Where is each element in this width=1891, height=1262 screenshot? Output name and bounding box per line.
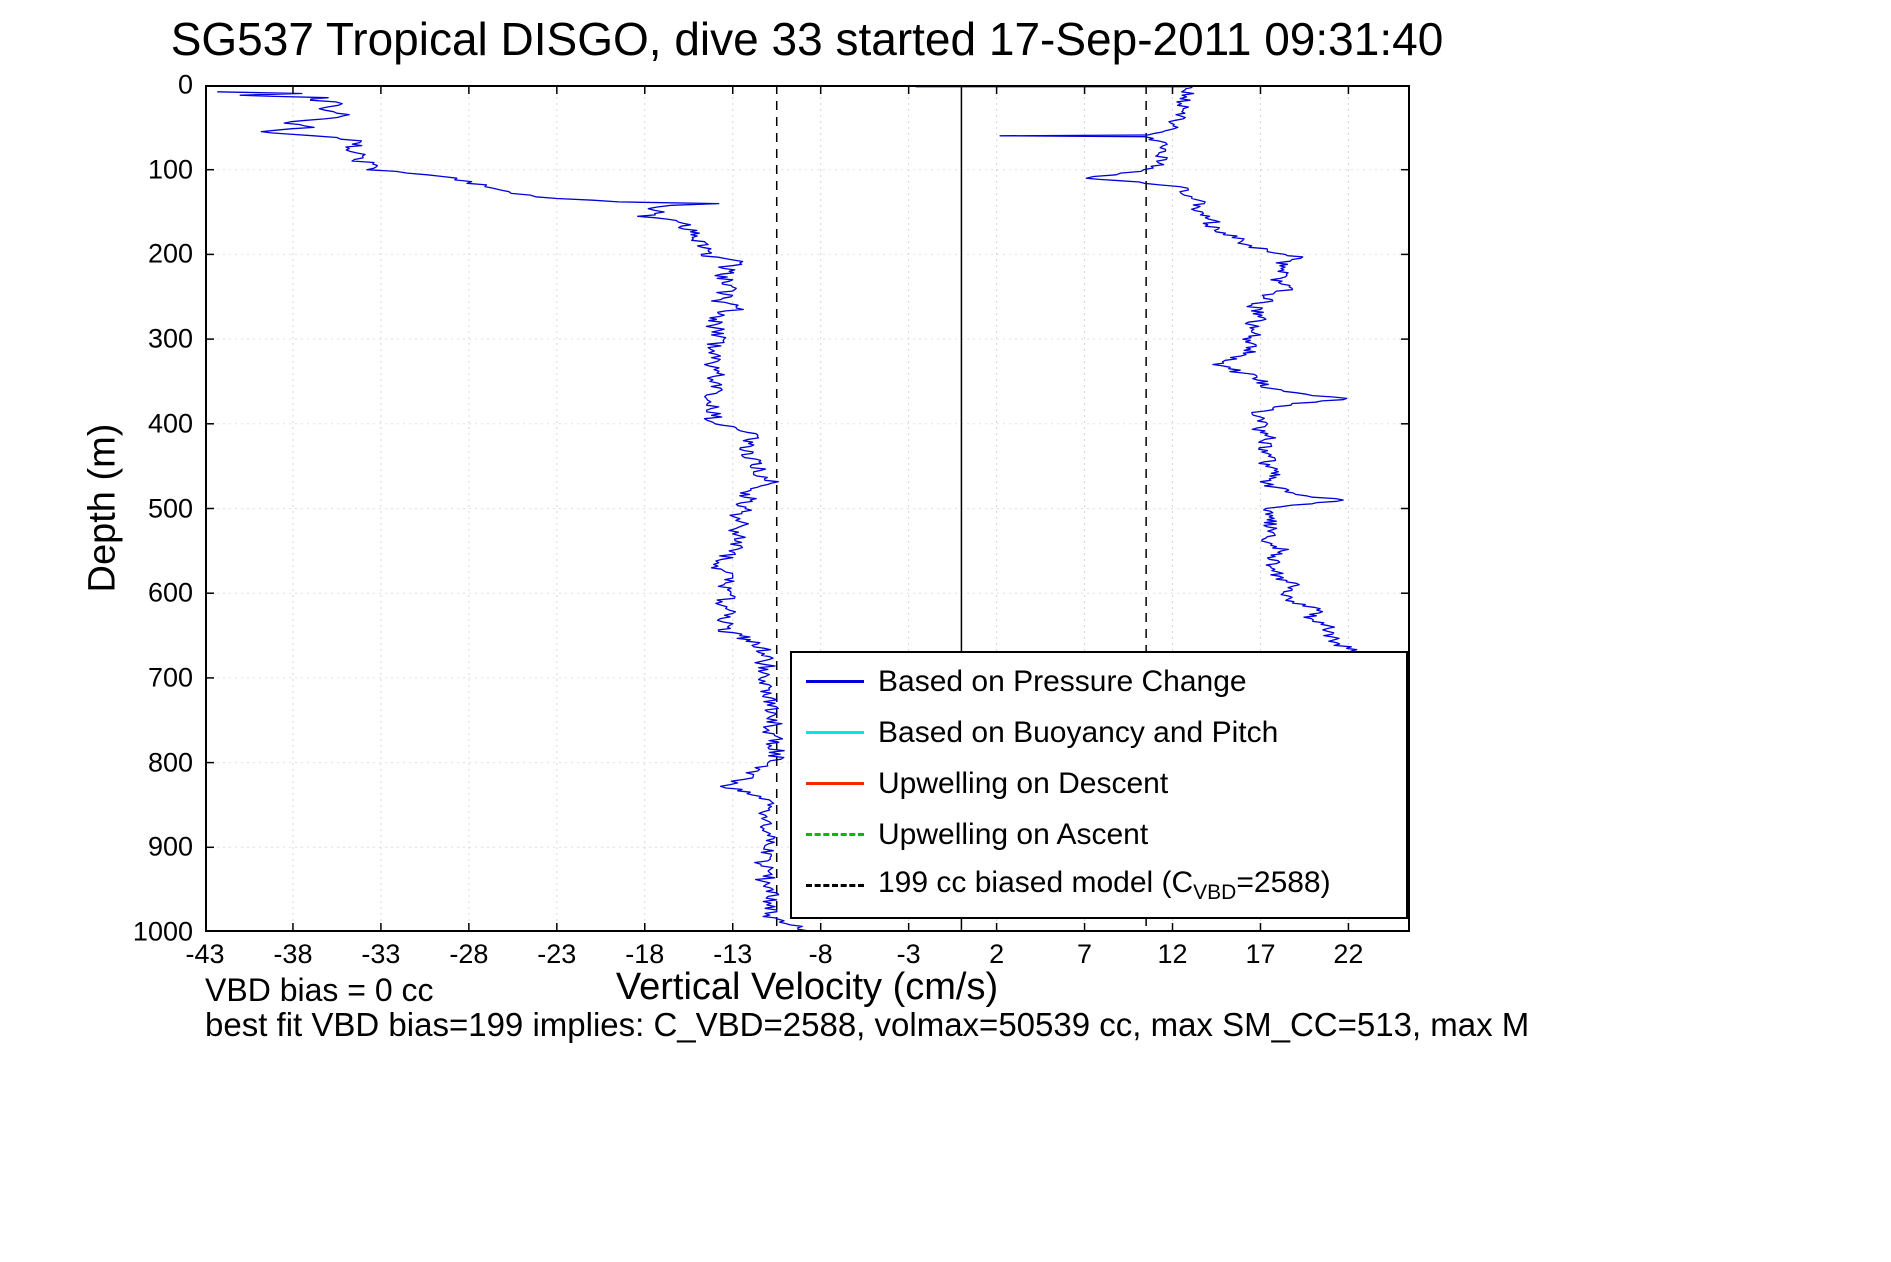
legend-line-sample bbox=[806, 782, 864, 785]
x-tick-label: -38 bbox=[273, 939, 313, 969]
legend-label: Upwelling on Descent bbox=[878, 766, 1169, 800]
y-tick-label: 0 bbox=[177, 69, 193, 100]
vbd-bias-note: VBD bias = 0 cc bbox=[205, 972, 434, 1008]
x-tick-label: 22 bbox=[1333, 939, 1364, 969]
legend-line-sample bbox=[806, 731, 864, 734]
x-axis-label: Vertical Velocity (cm/s) bbox=[615, 966, 999, 1008]
x-tick-label: -3 bbox=[896, 939, 921, 969]
y-tick-label: 300 bbox=[147, 323, 193, 354]
x-tick-label: -33 bbox=[361, 939, 401, 969]
y-tick-label: 400 bbox=[147, 408, 193, 439]
x-tick-label: -13 bbox=[713, 939, 753, 969]
legend-line-sample bbox=[806, 680, 864, 683]
legend-label-subscript: VBD bbox=[1193, 881, 1237, 904]
x-tick-label: 12 bbox=[1157, 939, 1188, 969]
y-tick-label: 500 bbox=[147, 493, 193, 523]
legend-line-sample bbox=[806, 884, 864, 887]
y-tick-label: 800 bbox=[147, 747, 193, 778]
x-tick-label: 7 bbox=[1077, 939, 1093, 969]
x-tick-label: -43 bbox=[185, 939, 225, 969]
legend-item: Based on Pressure Change bbox=[792, 656, 1406, 707]
legend-line-sample bbox=[806, 833, 864, 836]
x-tick-label: 2 bbox=[989, 939, 1005, 969]
best-fit-note: best fit VBD bias=199 implies: C_VBD=258… bbox=[205, 1006, 1530, 1043]
y-axis-label: Depth (m) bbox=[81, 423, 124, 593]
x-tick-label: 17 bbox=[1245, 939, 1276, 969]
y-tick-label: 700 bbox=[147, 662, 193, 693]
y-tick-label: 200 bbox=[147, 238, 193, 269]
y-tick-label: 100 bbox=[147, 154, 193, 185]
x-tick-label: -8 bbox=[808, 939, 833, 969]
chart-title: SG537 Tropical DISGO, dive 33 started 17… bbox=[170, 13, 1444, 65]
legend-label: 199 cc biased model (CVBD=2588) bbox=[878, 866, 1331, 905]
descent-pressure-line bbox=[217, 91, 811, 932]
legend-label-text: 199 cc biased model (C bbox=[878, 866, 1194, 899]
y-tick-label: 600 bbox=[147, 577, 193, 608]
plot-area: Based on Pressure Change Based on Buoyanc… bbox=[205, 85, 1410, 932]
legend-item: Upwelling on Ascent bbox=[792, 809, 1406, 860]
legend-item: Based on Buoyancy and Pitch bbox=[792, 707, 1406, 758]
y-tick-label: 900 bbox=[147, 831, 193, 862]
legend-label-text: =2588) bbox=[1236, 866, 1331, 899]
x-tick-label: -23 bbox=[537, 939, 577, 969]
legend-label: Upwelling on Ascent bbox=[878, 817, 1149, 851]
legend-item: 199 cc biased model (CVBD=2588) bbox=[792, 860, 1406, 911]
x-tick-label: -28 bbox=[449, 939, 489, 969]
ascent-pressure-line bbox=[999, 85, 1360, 659]
x-tick-label: -18 bbox=[625, 939, 665, 969]
legend-item: Upwelling on Descent bbox=[792, 758, 1406, 809]
legend: Based on Pressure Change Based on Buoyanc… bbox=[790, 651, 1408, 919]
y-tick-label: 1000 bbox=[132, 916, 193, 947]
legend-label: Based on Pressure Change bbox=[878, 664, 1247, 698]
legend-label: Based on Buoyancy and Pitch bbox=[878, 715, 1279, 749]
